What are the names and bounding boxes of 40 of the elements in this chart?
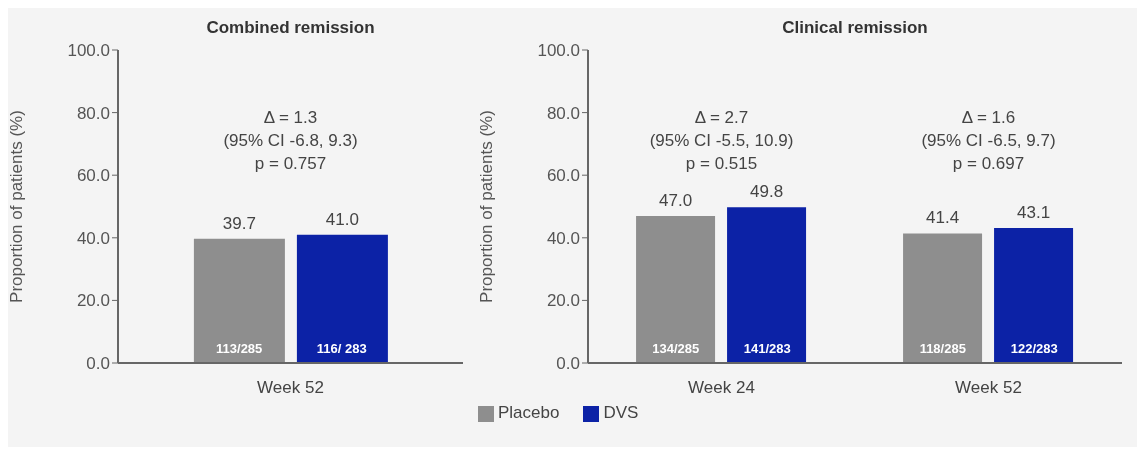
annotation: Δ = 1.3 (95% CI -6.8, 9.3) p = 0.757 (222, 107, 359, 176)
y-tick-label: 100.0 (537, 41, 580, 61)
data-label: 49.8 (750, 182, 784, 202)
annotation: 116/ 283 (316, 341, 367, 356)
chart-title: Combined remission (205, 18, 376, 38)
annotation: 141/283 (743, 341, 791, 356)
data-label: 39.7 (222, 213, 256, 233)
y-tick-label: 80.0 (546, 103, 580, 123)
y-tick-label: 60.0 (546, 166, 580, 186)
bar (994, 228, 1074, 363)
annotation: Δ = 1.6 (95% CI -6.5, 9.7) p = 0.697 (920, 107, 1057, 176)
x-tick-label: Week 52 (257, 378, 324, 398)
legend-label: DVS (603, 403, 639, 422)
y-tick-label: 60.0 (76, 166, 110, 186)
x-tick-label: Week 24 (688, 378, 755, 398)
y-tick-label: 0.0 (86, 354, 110, 374)
y-tick-label: 20.0 (546, 291, 580, 311)
annotation: 118/285 (919, 341, 966, 356)
y-tick-label: 0.0 (556, 354, 580, 374)
data-label: 41.0 (325, 209, 359, 229)
y-tick-label: 20.0 (76, 291, 110, 311)
annotation: 134/285 (652, 341, 700, 356)
y-tick-label: 40.0 (76, 228, 110, 248)
data-label: 43.1 (1017, 203, 1051, 223)
bar (903, 233, 983, 363)
y-axis-title: Proportion of patients (%) (477, 110, 497, 303)
x-tick-label: Week 52 (955, 378, 1022, 398)
annotation: Δ = 2.7 (95% CI -5.5, 10.9) p = 0.515 (648, 107, 795, 176)
legend-label: Placebo (498, 403, 560, 422)
y-tick-label: 80.0 (76, 103, 110, 123)
y-tick-label: 100.0 (67, 41, 110, 61)
y-axis-title: Proportion of patients (%) (7, 110, 27, 303)
data-label: 47.0 (659, 190, 693, 210)
bar (727, 207, 807, 363)
annotation: 113/285 (216, 341, 263, 356)
y-tick-label: 40.0 (546, 228, 580, 248)
bar (636, 215, 716, 363)
chart-title: Clinical remission (781, 18, 929, 38)
data-label: 41.4 (926, 208, 960, 228)
annotation: 122/283 (1010, 341, 1058, 356)
